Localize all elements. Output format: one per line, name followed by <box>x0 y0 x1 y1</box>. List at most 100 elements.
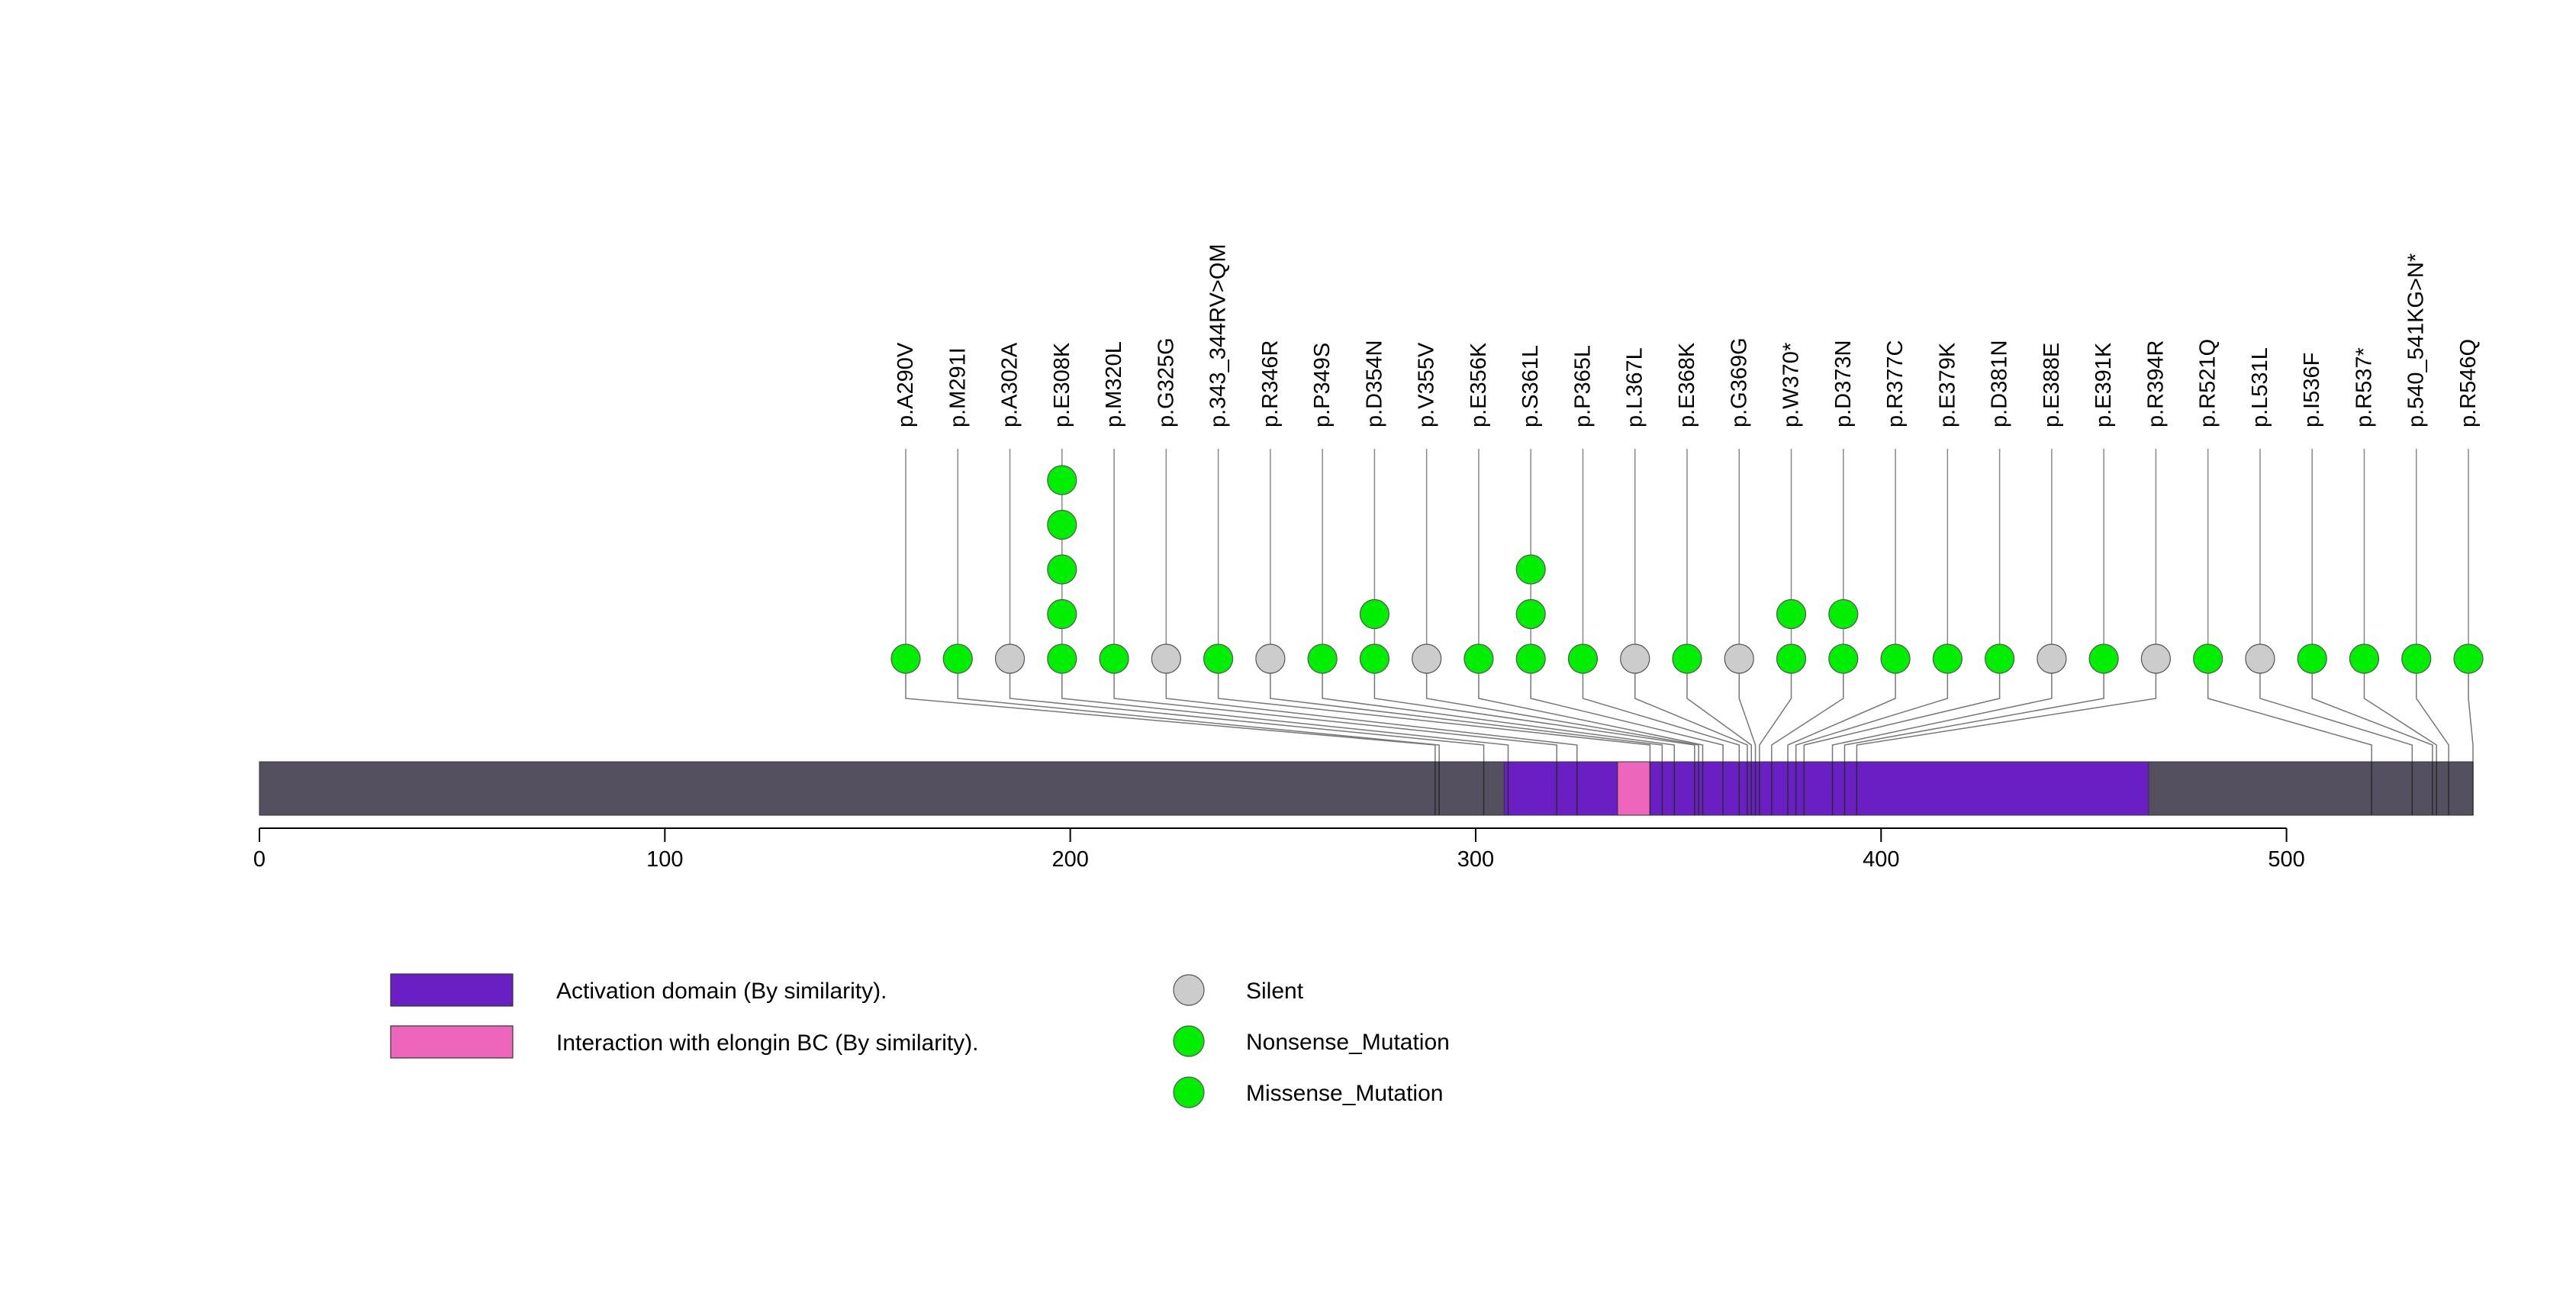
axis-tick-label: 0 <box>253 847 266 872</box>
mutation-label: p.D381N <box>1988 340 2012 427</box>
mutation-label: p.L367L <box>1623 347 1647 427</box>
mutation-marker <box>1828 643 1859 674</box>
mutation-marker <box>1047 554 1077 585</box>
mutation-label: p.E308K <box>1050 342 1074 427</box>
mutation-connector <box>1856 673 2157 762</box>
mutation-marker <box>1828 598 1859 630</box>
mutation-connector <box>1322 673 1676 762</box>
legend-domain-swatch <box>390 1025 514 1059</box>
mutation-label: p.E379K <box>1935 342 1959 427</box>
mutation-marker <box>994 643 1026 674</box>
mutation-marker <box>1567 643 1599 674</box>
mutation-marker <box>2349 643 2380 674</box>
mutation-connector <box>1803 673 2001 762</box>
mutation-connector <box>1787 673 1896 762</box>
domain-region <box>1503 761 2149 816</box>
mutation-label: p.W370* <box>1779 343 1804 427</box>
mutation-label: p.I536F <box>2300 353 2324 427</box>
mutation-label: p.D354N <box>1362 340 1386 427</box>
mutation-connector <box>1759 673 1792 762</box>
mutation-connector <box>1634 673 1748 762</box>
mutation-marker <box>2193 643 2223 674</box>
mutation-marker <box>2297 643 2327 674</box>
mutation-label: p.M291I <box>945 347 970 427</box>
legend-domain-swatch <box>390 973 514 1007</box>
mutation-marker <box>1047 598 1077 630</box>
mutation-label: p.S361L <box>1518 345 1543 427</box>
mutation-label: p.L531L <box>2248 347 2272 427</box>
mutation-label: p.343_344RV>QM <box>1206 244 1231 428</box>
mutation-marker <box>1255 643 1286 674</box>
legend-mutation-label: Missense_Mutation <box>1246 1081 1443 1106</box>
mutation-marker <box>1932 643 1963 674</box>
mutation-marker <box>1463 643 1494 674</box>
mutation-markers <box>890 465 2484 674</box>
mutation-marker <box>1151 643 1181 674</box>
mutation-marker <box>1515 598 1546 630</box>
mutation-connector <box>905 673 1436 762</box>
mutation-label: p.R537* <box>2352 347 2376 427</box>
mutation-marker <box>2037 643 2067 674</box>
mutation-label: p.G369G <box>1727 337 1751 427</box>
mutation-connector <box>2207 673 2372 762</box>
mutation-connector <box>2468 673 2474 762</box>
mutation-marker <box>1359 643 1390 674</box>
legend-mutation-label: Silent <box>1246 979 1304 1004</box>
protein-backbone-group <box>259 761 2474 816</box>
axis-tick-label: 500 <box>2268 847 2304 872</box>
mutation-marker <box>1880 643 1911 674</box>
mutation-marker <box>2140 643 2171 674</box>
mutation-connector <box>1270 673 1663 762</box>
connector-lines <box>905 673 2474 762</box>
mutation-label: p.E391K <box>2091 342 2116 427</box>
mutation-label: p.P365L <box>1570 345 1595 427</box>
mutation-label: p.E368K <box>1675 342 1699 427</box>
legend-mutation-marker <box>1173 1025 1205 1057</box>
mutation-connector <box>957 673 1440 762</box>
position-axis: 0 100 200 300 400 500 <box>253 827 2305 872</box>
mutation-label: p.M320L <box>1102 341 1126 427</box>
mutation-label: p.E356K <box>1467 342 1491 427</box>
mutation-marker <box>1203 643 1234 674</box>
mutation-marker <box>2453 643 2484 674</box>
mutation-label: p.P349S <box>1310 343 1335 427</box>
mutation-label: p.R377C <box>1883 340 1908 427</box>
mutation-connector <box>1373 673 1695 762</box>
mutation-connector <box>1530 673 1724 762</box>
mutation-label: p.E388E <box>2040 343 2064 427</box>
legend-mutation-marker <box>1173 974 1205 1006</box>
mutation-connector <box>1165 673 1578 762</box>
mutation-connector <box>1425 673 1699 762</box>
mutation-label: p.R521Q <box>2196 339 2220 427</box>
mutation-marker <box>1047 509 1077 540</box>
mutation-connector <box>1217 673 1651 762</box>
mutation-connector <box>1686 673 1753 762</box>
mutation-marker <box>1359 598 1390 630</box>
legend: Activation domain (By similarity). Intera… <box>390 973 1450 1108</box>
mutation-marker <box>1307 643 1338 674</box>
legend-domain-label: Interaction with elongin BC (By similari… <box>556 1030 979 1056</box>
mutation-marker <box>942 643 973 674</box>
mutation-label: p.R346R <box>1258 340 1283 427</box>
mutation-marker <box>1047 643 1077 674</box>
mutation-marker <box>1515 643 1546 674</box>
mutation-connector <box>1795 673 1949 762</box>
mutation-marker <box>2245 643 2275 674</box>
mutation-label: p.D373N <box>1831 340 1856 427</box>
axis-tick-label: 300 <box>1457 847 1494 872</box>
axis-tick-label: 100 <box>646 847 683 872</box>
mutation-label: p.A290V <box>894 342 918 427</box>
mutation-label: p.540_541KG>N* <box>2404 253 2429 427</box>
mutation-marker <box>1412 643 1442 674</box>
mutation-connector <box>2259 673 2413 762</box>
mutation-label: p.R546Q <box>2456 339 2481 427</box>
mutation-connector <box>1771 673 1844 762</box>
legend-mutation-marker <box>1173 1076 1205 1108</box>
mutation-marker <box>2401 643 2432 674</box>
mutation-marker <box>1047 465 1077 495</box>
mutation-marker <box>890 643 921 674</box>
mutation-marker <box>1776 643 1807 674</box>
mutation-marker <box>2088 643 2119 674</box>
mutation-label: p.G325G <box>1154 337 1178 427</box>
